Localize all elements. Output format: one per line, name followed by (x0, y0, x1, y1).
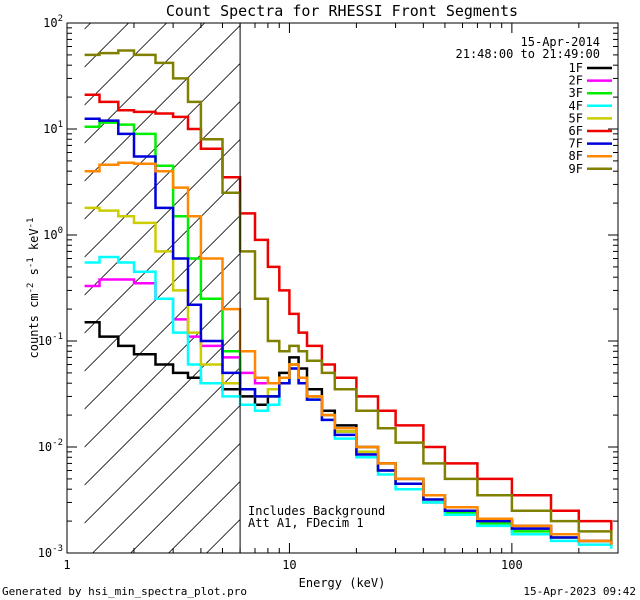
y-tick-label: 10-3 (38, 544, 63, 560)
hatch-line (283, 23, 640, 553)
hatch-line (84, 176, 241, 334)
hatch-line (84, 23, 167, 106)
legend-label-6f: 6F (569, 124, 583, 138)
date-label: 15-Apr-2014 (521, 35, 600, 49)
hatch-lines (0, 23, 640, 553)
hatch-line (473, 23, 640, 553)
hatch-line (397, 23, 640, 553)
hatch-line (321, 23, 640, 553)
legend-label-9f: 9F (569, 162, 583, 176)
x-tick-label: 10 (282, 558, 296, 572)
footer-timestamp: 15-Apr-2023 09:42 (523, 585, 636, 598)
legend-label-2f: 2F (569, 74, 583, 88)
hatch-line (84, 252, 241, 410)
y-tick-label: 102 (43, 14, 63, 30)
footer-generated-by: Generated by hsi_min_spectra_plot.pro (2, 585, 247, 598)
hatch-line (625, 23, 640, 553)
svg-text:counts cm-2 s-1 keV-1: counts cm-2 s-1 keV-1 (26, 218, 41, 359)
y-axis-label: counts cm-2 s-1 keV-1 (26, 218, 41, 359)
hatch-line (0, 23, 15, 553)
x-axis-label: Energy (keV) (299, 576, 386, 590)
legend-label-5f: 5F (569, 111, 583, 125)
time-range-label: 21:48:00 to 21:49:00 (456, 47, 601, 61)
hatch-line (84, 138, 241, 296)
hatch-line (435, 23, 640, 553)
hatch-line (130, 442, 241, 553)
hatched-region (0, 23, 640, 553)
hatch-line (549, 23, 640, 553)
hatch-line (84, 366, 241, 524)
legend-label-8f: 8F (569, 149, 583, 163)
legend-label-7f: 7F (569, 137, 583, 151)
y-tick-label: 10-2 (38, 438, 63, 454)
legend-label-3f: 3F (569, 86, 583, 100)
hatch-line (84, 24, 241, 182)
hatch-line (84, 328, 241, 486)
hatch-line (84, 23, 205, 144)
series-layer (84, 49, 613, 549)
plot-frame (66, 22, 619, 554)
series-line-8f (84, 161, 613, 545)
chart-title: Count Spectra for RHESSI Front Segments (166, 2, 518, 20)
series-line-7f (84, 117, 613, 545)
hatch-line (84, 62, 241, 220)
hatch-line (84, 100, 241, 258)
hatch-line (359, 23, 640, 553)
annotation-attenuator: Att A1, FDecim 1 (248, 516, 364, 530)
legend-label-4f: 4F (569, 99, 583, 113)
x-tick-label: 100 (501, 558, 523, 572)
y-tick-label: 100 (43, 226, 63, 242)
x-tick-label: 1 (63, 558, 70, 572)
series-line-3f (84, 121, 613, 545)
y-tick-label: 10-1 (38, 332, 63, 348)
y-tick-label: 101 (43, 120, 63, 136)
axis-ticks: 1 10 100 10-3 10-2 10-1 100 101 102 (38, 14, 619, 572)
series-line-6f (84, 93, 613, 535)
annotation-background: Includes Background (248, 504, 385, 518)
hatch-line (84, 23, 91, 30)
hatch-line (92, 404, 241, 553)
legend-label-1f: 1F (569, 61, 583, 75)
series-line-9f (84, 49, 613, 541)
hatch-line (84, 214, 241, 372)
hatch-line (587, 23, 640, 553)
